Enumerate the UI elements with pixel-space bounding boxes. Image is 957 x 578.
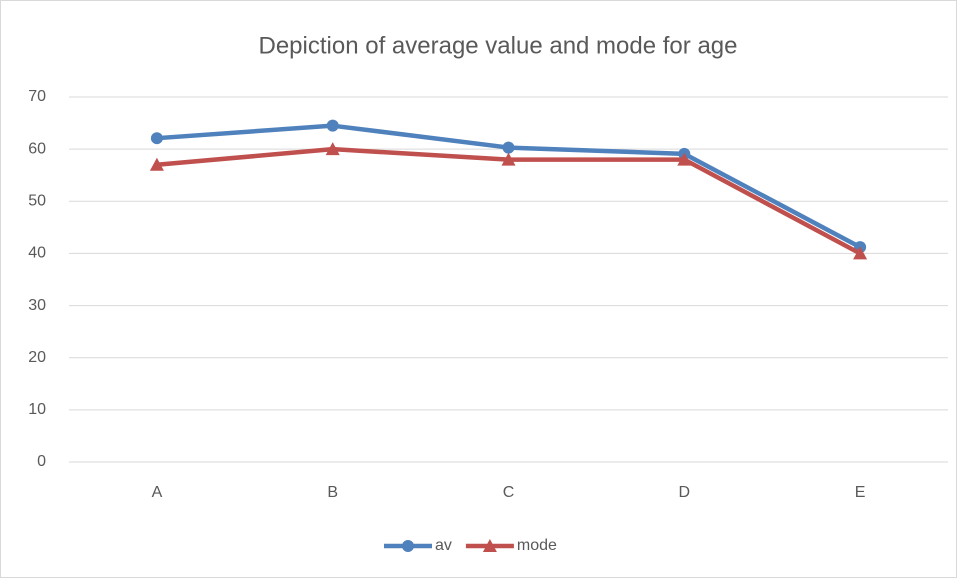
x-tick-label: E — [855, 484, 866, 501]
marker — [149, 157, 164, 171]
y-tick-label: 70 — [28, 88, 46, 105]
y-tick-label: 20 — [28, 349, 46, 366]
marker — [325, 142, 340, 156]
marker — [150, 132, 163, 145]
legend-marker — [402, 540, 414, 552]
legend-label: mode — [517, 537, 557, 554]
chart-title: Depiction of average value and mode for … — [259, 32, 738, 59]
y-tick-label: 0 — [37, 453, 46, 470]
marker — [502, 141, 515, 154]
y-tick-label: 30 — [28, 297, 46, 314]
marker — [501, 152, 516, 166]
y-tick-label: 10 — [28, 401, 46, 418]
marker — [853, 246, 868, 260]
marker — [677, 152, 692, 166]
x-tick-label: B — [327, 484, 338, 501]
y-tick-label: 60 — [28, 140, 46, 157]
marker — [326, 119, 339, 132]
x-tick-label: A — [152, 484, 163, 501]
y-tick-label: 40 — [28, 245, 46, 262]
x-tick-label: D — [679, 484, 691, 501]
y-tick-label: 50 — [28, 193, 46, 210]
x-tick-label: C — [503, 484, 515, 501]
legend-marker — [482, 539, 497, 552]
legend-label: av — [435, 537, 452, 554]
